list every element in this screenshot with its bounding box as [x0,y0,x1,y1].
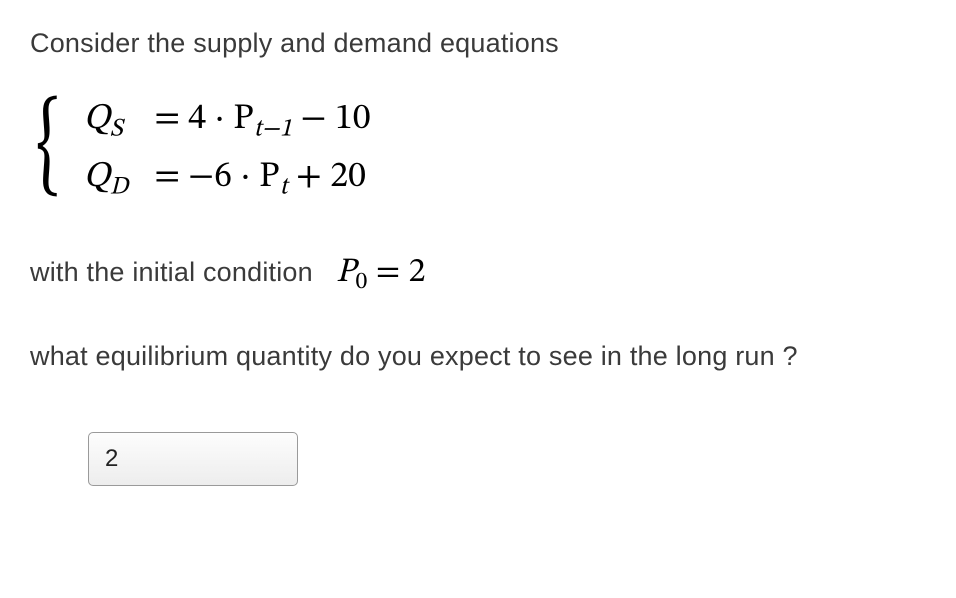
initial-condition-line: with the initial condition P0 = 2 [30,252,926,297]
supply-rhs-sub: t−1 [254,117,293,142]
ic-eq: = [368,256,409,290]
demand-symbol: Q [83,159,110,195]
supply-lhs: QS [83,97,154,145]
demand-lhs: QD [83,155,154,203]
ic-value: 2 [409,256,426,290]
intro-text: Consider the supply and demand equations [30,28,926,59]
answer-value: 2 [105,445,118,473]
initial-condition-math: P0 = 2 [336,256,426,290]
initial-condition-prefix: with the initial condition [30,257,328,287]
demand-rhs-a: −6 · P [188,159,279,195]
answer-input[interactable]: 2 [88,432,298,486]
supply-equals: = [154,97,188,142]
supply-symbol: Q [83,101,110,137]
left-brace: { [36,102,60,194]
demand-subscript: D [110,174,128,199]
demand-rhs-b: + 20 [287,159,365,195]
ic-sub: 0 [356,270,368,294]
demand-equals: = [154,155,188,200]
supply-rhs-a: 4 · P [188,101,253,137]
ic-symbol: P [336,256,356,290]
demand-rhs: −6 · Pt + 20 [188,155,370,203]
equation-rows: QS = 4 · Pt−1 − 10 QD = −6 · Pt + 20 [83,97,370,202]
supply-rhs: 4 · Pt−1 − 10 [188,97,370,145]
supply-subscript: S [110,117,123,142]
supply-rhs-b: − 10 [292,101,370,137]
question-container: Consider the supply and demand equations… [0,0,956,514]
question-text: what equilibrium quantity do you expect … [30,341,926,372]
equation-system: { QS = 4 · Pt−1 − 10 QD = −6 · Pt + 20 [36,97,926,202]
